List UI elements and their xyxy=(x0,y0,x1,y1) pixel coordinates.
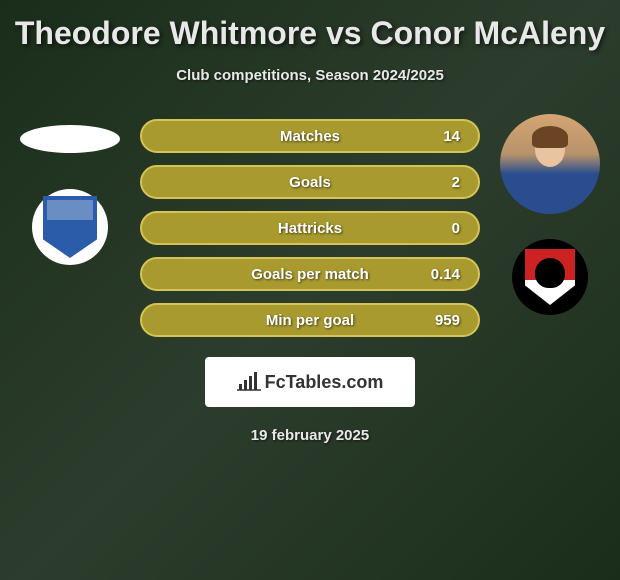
club-left-badge xyxy=(32,189,108,265)
player-left-avatar-placeholder xyxy=(20,125,120,153)
stat-label: Matches xyxy=(280,128,340,145)
stat-row-goals: Goals 2 xyxy=(140,165,480,199)
lion-head-icon xyxy=(535,258,565,288)
player-right-avatar xyxy=(500,114,600,214)
player-right-slot xyxy=(500,114,600,214)
club-left-shield-icon xyxy=(43,196,97,258)
date-label: 19 february 2025 xyxy=(10,427,610,444)
stat-label: Hattricks xyxy=(278,220,342,237)
stat-label: Min per goal xyxy=(266,312,354,329)
branding-text: FcTables.com xyxy=(265,372,384,393)
branding-box: FcTables.com xyxy=(205,357,415,407)
player-left-slot xyxy=(20,114,120,164)
stat-value-right: 0 xyxy=(452,220,460,237)
stat-label: Goals per match xyxy=(251,266,369,283)
subtitle: Club competitions, Season 2024/2025 xyxy=(10,67,610,84)
stat-label: Goals xyxy=(289,174,331,191)
stat-value-right: 2 xyxy=(452,174,460,191)
page-title: Theodore Whitmore vs Conor McAleny xyxy=(10,15,610,52)
chart-icon xyxy=(237,372,261,392)
club-right-badge xyxy=(512,239,588,315)
stat-value-right: 14 xyxy=(443,128,460,145)
left-side xyxy=(20,114,120,265)
right-side xyxy=(500,114,600,315)
stats-column: Matches 14 Goals 2 Hattricks 0 Goals per… xyxy=(140,114,480,337)
stat-row-min-per-goal: Min per goal 959 xyxy=(140,303,480,337)
content-row: Matches 14 Goals 2 Hattricks 0 Goals per… xyxy=(10,114,610,337)
stat-value-right: 959 xyxy=(435,312,460,329)
stat-value-right: 0.14 xyxy=(431,266,460,283)
infographic-container: Theodore Whitmore vs Conor McAleny Club … xyxy=(0,0,620,454)
stat-row-goals-per-match: Goals per match 0.14 xyxy=(140,257,480,291)
club-right-shield-icon xyxy=(525,249,575,305)
stat-row-matches: Matches 14 xyxy=(140,119,480,153)
stat-row-hattricks: Hattricks 0 xyxy=(140,211,480,245)
